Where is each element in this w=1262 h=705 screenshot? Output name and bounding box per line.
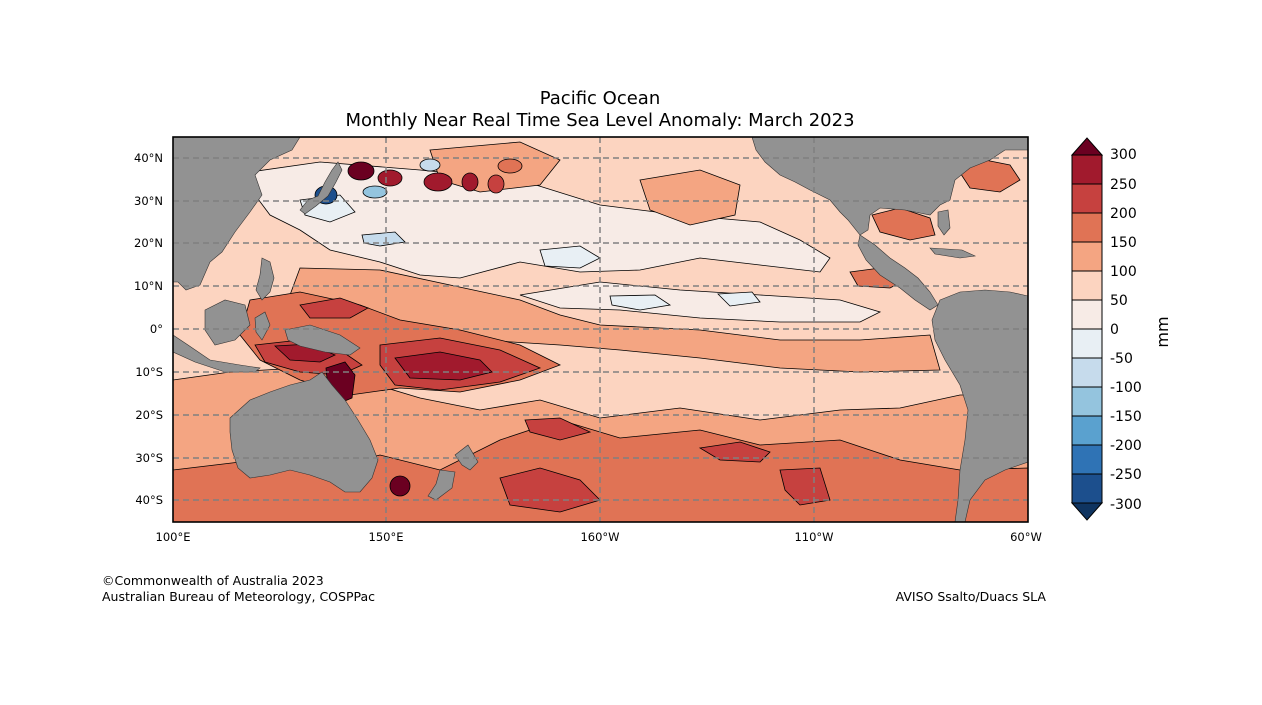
tasman-eddy — [389, 475, 411, 497]
lat-label: 20°S — [135, 408, 163, 422]
lon-label: 60°W — [1010, 530, 1042, 544]
eddy-pos-6 — [497, 158, 523, 174]
neg-50-patch-c — [717, 291, 761, 307]
colorbar-swatch — [1071, 357, 1103, 388]
lat-label: 40°N — [134, 151, 163, 165]
colorbar-label: 200 — [1110, 206, 1137, 222]
land-australia — [229, 371, 379, 493]
lat-label: 10°N — [134, 279, 163, 293]
warm-pool-200-a — [299, 297, 369, 319]
credit-left: ©Commonwealth of Australia 2023 Australi… — [102, 573, 375, 605]
colorbar-unit: mm — [1153, 316, 1172, 347]
colorbar-label: 250 — [1110, 177, 1137, 193]
lon-label: 160°W — [580, 530, 619, 544]
colorbar-label: -200 — [1110, 438, 1142, 454]
colorbar-label: 0 — [1110, 322, 1119, 338]
colorbar-swatch — [1071, 444, 1103, 475]
land-north-america — [751, 137, 1028, 236]
eddy-pos-5 — [487, 174, 505, 194]
colorbar-swatch — [1071, 299, 1103, 330]
eddy-neg-2 — [362, 185, 388, 199]
land-baja-florida — [937, 209, 951, 236]
colorbar-swatch — [1071, 415, 1103, 446]
colorbar-labels: 300 250 200 150 100 50 0 -50 -100 -150 -… — [1110, 147, 1142, 513]
colorbar-label: 300 — [1110, 147, 1137, 163]
colorbar-swatch — [1071, 241, 1103, 272]
lat-label: 10°S — [135, 365, 163, 379]
lon-labels: 100°E 150°E 160°W 110°W 60°W — [156, 530, 1042, 544]
map-subtitle: Monthly Near Real Time Sea Level Anomaly… — [345, 110, 855, 131]
lon-label: 100°E — [156, 530, 191, 544]
land — [173, 137, 1028, 522]
eddy-pos-4 — [461, 172, 479, 192]
land-philippines — [255, 257, 275, 301]
colorbar-swatch — [1071, 183, 1103, 214]
lon-label: 150°E — [369, 530, 404, 544]
map-frame — [172, 136, 1029, 523]
colorbar-bottom-arrow — [1070, 502, 1104, 521]
lat-label: 0° — [150, 322, 163, 336]
credit-copyright: ©Commonwealth of Australia 2023 — [102, 573, 324, 588]
lat-label: 30°S — [135, 451, 163, 465]
eddy-pos-3 — [423, 172, 453, 192]
land-new-guinea — [284, 324, 361, 356]
colorbar-label: 100 — [1110, 264, 1137, 280]
southern-band-200-c — [524, 417, 592, 441]
map-title: Pacific Ocean — [539, 88, 661, 109]
lat-label: 30°N — [134, 194, 163, 208]
neg-50-patch-b — [609, 294, 672, 311]
colorbar-swatch — [1071, 473, 1103, 504]
colorbar-label: -150 — [1110, 409, 1142, 425]
land-japan — [299, 161, 343, 215]
lat-labels: 40°N 30°N 20°N 10°N 0° 10°S 20°S 30°S 40… — [134, 151, 163, 507]
eddy-neg-3 — [419, 158, 441, 172]
colorbar-label: -50 — [1110, 351, 1133, 367]
eddy-pos-2 — [377, 169, 403, 187]
land-asia — [173, 137, 301, 291]
colorbar-top-arrow — [1070, 137, 1104, 156]
colorbar-label: -300 — [1110, 497, 1142, 513]
land-borneo — [204, 299, 251, 346]
colorbar-swatch — [1071, 212, 1103, 243]
land-central-america — [857, 234, 939, 311]
colorbar-swatch — [1071, 386, 1103, 417]
colorbar-swatch — [1071, 270, 1103, 301]
lat-label: 40°S — [135, 493, 163, 507]
north-pale-0-50 — [249, 161, 831, 279]
lat-label: 20°N — [134, 236, 163, 250]
lon-label: 110°W — [794, 530, 833, 544]
warm-pool-250 — [394, 351, 493, 381]
credit-source: AVISO Ssalto/Duacs SLA — [895, 589, 1046, 604]
equatorial-pale — [519, 281, 882, 323]
colorbar — [1070, 137, 1104, 521]
land-sumatra-java — [173, 334, 261, 373]
colorbar-swatch — [1071, 154, 1103, 185]
credit-agency: Australian Bureau of Meteorology, COSPPa… — [102, 589, 375, 604]
colorbar-label: 50 — [1110, 293, 1128, 309]
colorbar-label: -250 — [1110, 467, 1142, 483]
gridlines — [173, 137, 1028, 522]
ne-pacific-100 — [639, 169, 741, 226]
colorbar-label: 150 — [1110, 235, 1137, 251]
eddy-pos-1 — [347, 161, 375, 181]
colorbar-label: -100 — [1110, 380, 1142, 396]
land-south-america — [931, 289, 1028, 522]
neg-50-patch-a — [539, 245, 601, 269]
colorbar-swatch — [1071, 328, 1103, 359]
land-cuba — [929, 247, 977, 259]
